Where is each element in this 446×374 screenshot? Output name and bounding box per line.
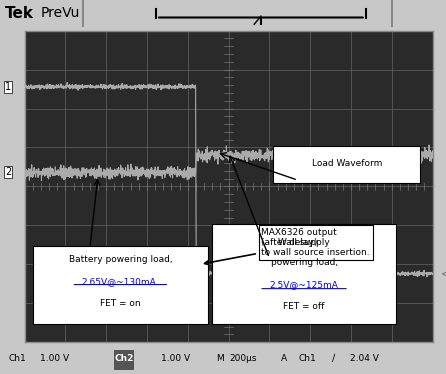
Text: Wall supply: Wall supply (278, 238, 330, 247)
Text: Tek: Tek (4, 6, 33, 21)
Text: Battery powering load,: Battery powering load, (69, 255, 172, 264)
Text: A: A (281, 354, 287, 363)
Text: MAX6326 output
(after delay)
to wall source insertion.: MAX6326 output (after delay) to wall sou… (205, 228, 370, 264)
Text: PreVu: PreVu (40, 6, 79, 21)
Text: ∕: ∕ (332, 353, 335, 364)
Text: Ch1: Ch1 (299, 354, 317, 363)
Text: 2: 2 (5, 168, 11, 177)
FancyBboxPatch shape (273, 146, 421, 183)
FancyBboxPatch shape (212, 224, 396, 324)
FancyBboxPatch shape (33, 246, 208, 324)
Text: 1.00 V: 1.00 V (161, 354, 190, 363)
Text: 2.65V@~130mA.: 2.65V@~130mA. (82, 277, 159, 286)
Text: powering load,: powering load, (271, 258, 338, 267)
FancyBboxPatch shape (114, 350, 134, 370)
Text: Load Waveform: Load Waveform (312, 159, 382, 168)
Text: 2.04 V: 2.04 V (350, 354, 379, 363)
Text: Ch1: Ch1 (9, 354, 27, 363)
Text: 200µs: 200µs (230, 354, 257, 363)
Text: 1: 1 (5, 82, 11, 92)
Text: Ch2: Ch2 (114, 354, 134, 363)
Text: FET = off: FET = off (283, 302, 325, 311)
Text: ◁: ◁ (441, 269, 446, 278)
Text: 2.5V@~125mA: 2.5V@~125mA (270, 280, 339, 289)
Text: 1.00 V: 1.00 V (40, 354, 69, 363)
Text: M: M (216, 354, 224, 363)
Text: FET = on: FET = on (100, 299, 141, 308)
